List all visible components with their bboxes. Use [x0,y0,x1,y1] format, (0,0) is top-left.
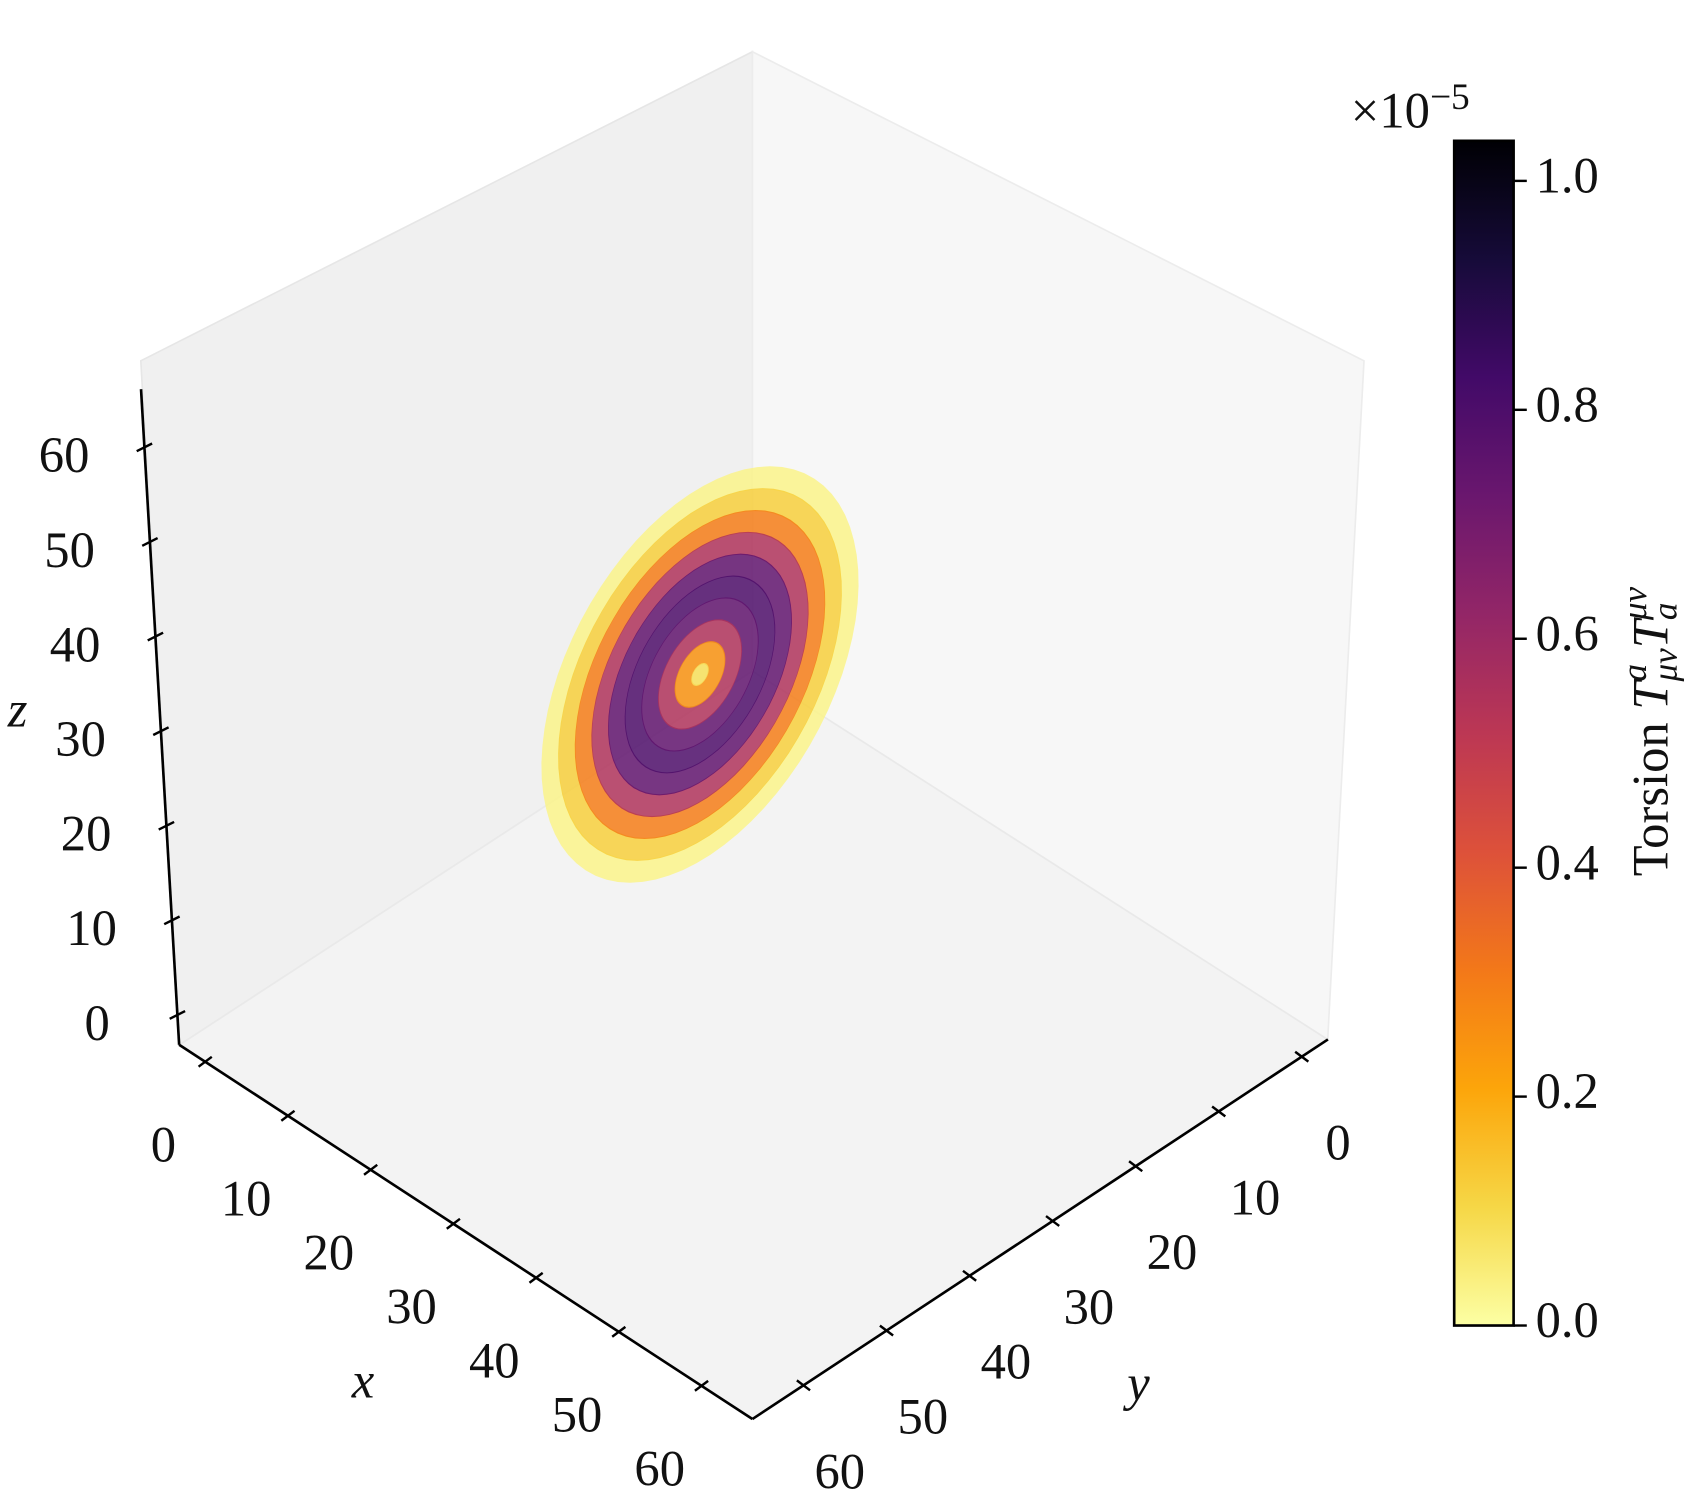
x-tick-label: 60 [634,1440,685,1496]
z-axis-label: z [7,682,28,738]
ring-band [641,597,759,752]
z-tick-label: 10 [66,900,117,956]
offset-base: ×10 [1351,82,1430,138]
ring-band [574,509,826,839]
z-tick [147,631,164,642]
z-tick [136,442,153,453]
y-tick-label: 10 [1230,1169,1281,1225]
x-tick [694,1379,709,1392]
ring-band [541,466,859,883]
y-tick-label: 0 [1325,1115,1350,1171]
x-tick [197,1055,213,1068]
label-text: Torsion [1622,710,1678,877]
x-tick-label: 30 [386,1278,437,1334]
ring-band [624,575,776,774]
z-tick [169,1010,186,1020]
ring-band [591,531,809,818]
colorbar-tick-label: 0.4 [1536,834,1599,890]
x-tick-label: 40 [469,1332,520,1388]
y-tick-label: 30 [1064,1279,1115,1335]
z-tick-label: 60 [39,427,90,483]
y-axis-line [751,1038,1329,1421]
x-tick-label: 0 [151,1116,176,1172]
label-sup: a [1615,664,1654,682]
ring-band [674,641,726,708]
z-tick-label: 20 [61,806,112,862]
y-tick-label: 20 [1147,1224,1198,1280]
colorbar-tick-label: 0.2 [1536,1063,1599,1119]
label-symbol: T [1622,616,1678,648]
y-tick [796,1379,811,1392]
z-tick-label: 50 [44,522,95,578]
y-axis-label: y [1122,1355,1150,1411]
x-axis-label: x [351,1353,375,1409]
z-tick-label: 30 [55,711,106,767]
ring-band [558,488,842,861]
z-tick [152,726,170,737]
x-tick-label: 10 [221,1170,272,1226]
colorbar-label: Torsion TaμνTaμν [1615,586,1685,876]
label-sub: μν [1646,648,1685,683]
y-tick-label: 60 [814,1443,865,1499]
colorbar-offset: ×10−5 [1351,77,1470,138]
y-tick-label: 40 [981,1334,1032,1390]
x-axis-line [178,1043,754,1421]
y-tick [1294,1050,1310,1063]
colorbar-tick-label: 0.0 [1536,1292,1599,1348]
offset-exponent: −5 [1430,77,1470,118]
x-tick-label: 50 [552,1386,603,1442]
x-tick [611,1325,627,1338]
x-tick [280,1109,296,1122]
label-sub: a [1646,603,1685,621]
z-tick [158,820,175,831]
colorbar [1452,139,1515,1327]
ring-band [691,662,709,686]
y-tick [1128,1160,1143,1173]
label-symbol: T [1622,678,1678,710]
z-tick [141,537,159,547]
z-tick [163,915,181,926]
z-axis-line [139,389,181,1045]
z-tick-label: 0 [84,995,109,1051]
colorbar-tick-label: 0.6 [1536,605,1599,661]
label-sup: μν [1615,586,1654,621]
y-tick [879,1324,894,1337]
y-tick [1045,1215,1060,1227]
y-tick-label: 50 [898,1388,949,1444]
ring-band [608,553,792,796]
x-tick [528,1271,544,1284]
colorbar-tick-label: 1.0 [1536,147,1599,203]
y-tick [1211,1105,1227,1118]
x-tick-label: 20 [304,1224,355,1280]
x-tick [446,1217,461,1230]
x-tick [363,1163,378,1176]
ring-surface [541,466,859,883]
z-tick-label: 40 [50,616,101,672]
y-tick [962,1269,977,1282]
colorbar-tick-label: 0.8 [1536,376,1599,432]
